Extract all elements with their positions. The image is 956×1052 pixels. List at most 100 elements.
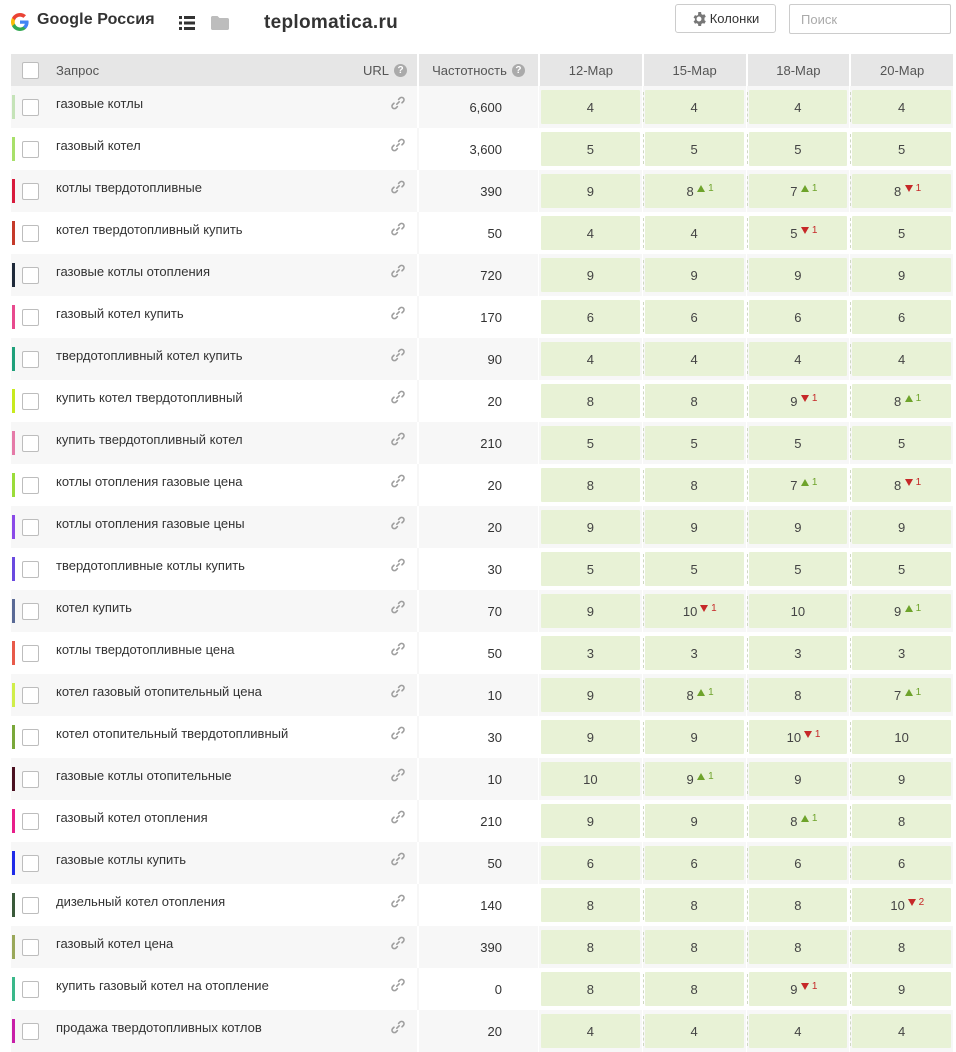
query-text[interactable]: дизельный котел отопления: [56, 894, 226, 909]
query-text[interactable]: газовые котлы купить: [56, 852, 187, 867]
link-icon[interactable]: [390, 893, 406, 909]
position-box[interactable]: 8: [642, 888, 744, 922]
position-box[interactable]: 9: [746, 762, 848, 796]
position-box[interactable]: 8: [541, 468, 640, 502]
help-icon[interactable]: ?: [511, 63, 525, 77]
query-text[interactable]: купить газовый котел на отопление: [56, 978, 269, 993]
link-icon[interactable]: [390, 95, 406, 111]
row-checkbox[interactable]: [22, 392, 39, 410]
link-icon[interactable]: [390, 137, 406, 153]
search-input[interactable]: [789, 4, 951, 34]
table-row[interactable]: котел купить 70 9 10 1 10 9 1: [11, 590, 953, 632]
position-box[interactable]: 5: [642, 426, 744, 460]
table-row[interactable]: купить газовый котел на отопление 0 8 8 9 1 9: [11, 968, 953, 1010]
position-box[interactable]: 5: [850, 426, 951, 460]
position-box[interactable]: 9: [541, 510, 640, 544]
table-row[interactable]: купить котел твердотопливный 20 8 8 9 1 8 1: [11, 380, 953, 422]
link-icon[interactable]: [390, 221, 406, 237]
query-text[interactable]: котлы отопления газовые цена: [56, 474, 243, 489]
row-checkbox[interactable]: [22, 140, 39, 158]
query-text[interactable]: газовый котел отопления: [56, 810, 208, 825]
row-checkbox[interactable]: [22, 812, 39, 830]
position-box[interactable]: 9: [850, 762, 951, 796]
position-box[interactable]: 8: [746, 930, 848, 964]
position-box[interactable]: 4: [746, 1014, 848, 1048]
query-text[interactable]: котел твердотопливный купить: [56, 222, 243, 237]
row-checkbox[interactable]: [22, 560, 39, 578]
row-checkbox[interactable]: [22, 434, 39, 452]
row-checkbox[interactable]: [22, 770, 39, 788]
position-box[interactable]: 4: [642, 1014, 744, 1048]
row-checkbox[interactable]: [22, 476, 39, 494]
position-box[interactable]: 4: [850, 1014, 951, 1048]
row-checkbox[interactable]: [22, 854, 39, 872]
position-box[interactable]: 4: [746, 342, 848, 376]
table-row[interactable]: котел твердотопливный купить 50 4 4 5 1 5: [11, 212, 953, 254]
position-box[interactable]: 9: [541, 720, 640, 754]
link-icon[interactable]: [390, 347, 406, 363]
position-box[interactable]: 3: [850, 636, 951, 670]
link-icon[interactable]: [390, 557, 406, 573]
position-box[interactable]: 9: [541, 258, 640, 292]
position-box[interactable]: 4: [642, 216, 744, 250]
position-box[interactable]: 8: [746, 888, 848, 922]
table-row[interactable]: газовый котел 3,600 5 5 5 5: [11, 128, 953, 170]
position-box[interactable]: 6: [746, 300, 848, 334]
link-icon[interactable]: [390, 179, 406, 195]
table-row[interactable]: дизельный котел отопления 140 8 8 8 10 2: [11, 884, 953, 926]
position-box[interactable]: 4: [850, 90, 951, 124]
position-box[interactable]: 9: [541, 678, 640, 712]
row-checkbox[interactable]: [22, 98, 39, 116]
link-icon[interactable]: [390, 977, 406, 993]
position-box[interactable]: 8: [642, 972, 744, 1006]
query-text[interactable]: котел купить: [56, 600, 132, 615]
table-row[interactable]: газовые котлы купить 50 6 6 6 6: [11, 842, 953, 884]
position-box[interactable]: 4: [746, 90, 848, 124]
position-box[interactable]: 10 1: [642, 594, 744, 628]
table-row[interactable]: продажа твердотопливных котлов 20 4 4 4 4: [11, 1010, 953, 1052]
help-icon[interactable]: ?: [394, 64, 407, 77]
position-box[interactable]: 5: [746, 132, 848, 166]
table-row[interactable]: газовый котел отопления 210 9 9 8 1 8: [11, 800, 953, 842]
link-icon[interactable]: [390, 305, 406, 321]
position-box[interactable]: 10 2: [850, 888, 951, 922]
table-row[interactable]: газовый котел купить 170 6 6 6 6: [11, 296, 953, 338]
row-checkbox[interactable]: [22, 602, 39, 620]
position-box[interactable]: 9: [850, 972, 951, 1006]
position-box[interactable]: 10: [850, 720, 951, 754]
position-box[interactable]: 9: [541, 594, 640, 628]
position-box[interactable]: 8: [850, 930, 951, 964]
row-checkbox[interactable]: [22, 266, 39, 284]
position-box[interactable]: 5: [642, 552, 744, 586]
link-icon[interactable]: [390, 599, 406, 615]
position-box[interactable]: 5: [642, 132, 744, 166]
position-box[interactable]: 9: [541, 804, 640, 838]
row-checkbox[interactable]: [22, 1022, 39, 1040]
search-engine-label[interactable]: Google Россия: [37, 11, 155, 28]
link-icon[interactable]: [390, 851, 406, 867]
link-icon[interactable]: [390, 515, 406, 531]
position-box[interactable]: 3: [541, 636, 640, 670]
position-box[interactable]: 9: [850, 258, 951, 292]
row-checkbox[interactable]: [22, 350, 39, 368]
table-row[interactable]: газовые котлы отопительные 10 10 9 1 9 9: [11, 758, 953, 800]
position-box[interactable]: 4: [642, 90, 744, 124]
row-checkbox[interactable]: [22, 728, 39, 746]
query-text[interactable]: котел газовый отопительный цена: [56, 684, 262, 699]
row-checkbox[interactable]: [22, 308, 39, 326]
position-box[interactable]: 4: [642, 342, 744, 376]
position-box[interactable]: 8: [541, 384, 640, 418]
position-box[interactable]: 10: [541, 762, 640, 796]
position-box[interactable]: 4: [541, 90, 640, 124]
position-box[interactable]: 9: [541, 174, 640, 208]
position-box[interactable]: 8: [642, 468, 744, 502]
row-checkbox[interactable]: [22, 896, 39, 914]
position-box[interactable]: 5: [746, 552, 848, 586]
